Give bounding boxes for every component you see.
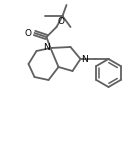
Text: N: N xyxy=(43,43,50,52)
Text: N: N xyxy=(81,54,88,63)
Text: O: O xyxy=(58,17,64,26)
Text: O: O xyxy=(24,28,31,37)
